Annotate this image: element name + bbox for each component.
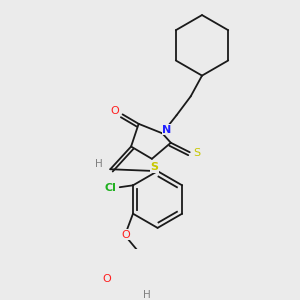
Text: Cl: Cl xyxy=(104,183,116,193)
Text: O: O xyxy=(121,230,130,239)
Text: S: S xyxy=(151,162,159,172)
Text: H: H xyxy=(95,159,103,169)
Text: O: O xyxy=(111,106,119,116)
Text: S: S xyxy=(194,148,201,158)
Text: H: H xyxy=(143,290,151,300)
Text: N: N xyxy=(162,124,172,134)
Text: O: O xyxy=(102,274,111,284)
